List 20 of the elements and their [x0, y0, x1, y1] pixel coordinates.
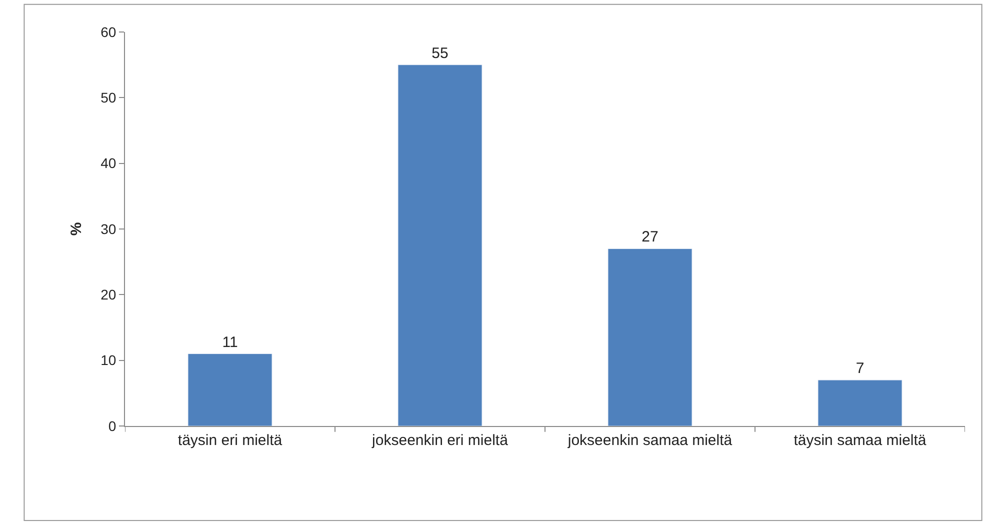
bar	[608, 248, 692, 426]
x-tick-label: jokseenkin samaa mieltä	[566, 432, 733, 449]
bar	[818, 380, 902, 426]
y-tick-label: 50	[100, 90, 116, 106]
data-label: 55	[432, 44, 448, 62]
y-tick-label: 40	[100, 155, 116, 172]
y-tick-label: 0	[108, 418, 116, 434]
y-axis-title: %	[68, 222, 85, 236]
data-label: 7	[856, 360, 864, 378]
x-tick-label: jokseenkin eri mieltä	[371, 432, 509, 449]
data-label: 11	[222, 334, 238, 351]
x-tick-label: täysin eri mieltä	[178, 432, 283, 449]
x-tick-label: täysin samaa mieltä	[794, 432, 927, 449]
bar	[398, 64, 482, 426]
y-tick-label: 20	[100, 286, 116, 303]
data-label: 27	[642, 228, 658, 246]
y-tick-label: 10	[100, 352, 116, 368]
bar	[188, 354, 272, 426]
y-tick-label: 60	[100, 24, 116, 40]
y-tick-label: 30	[100, 220, 116, 237]
